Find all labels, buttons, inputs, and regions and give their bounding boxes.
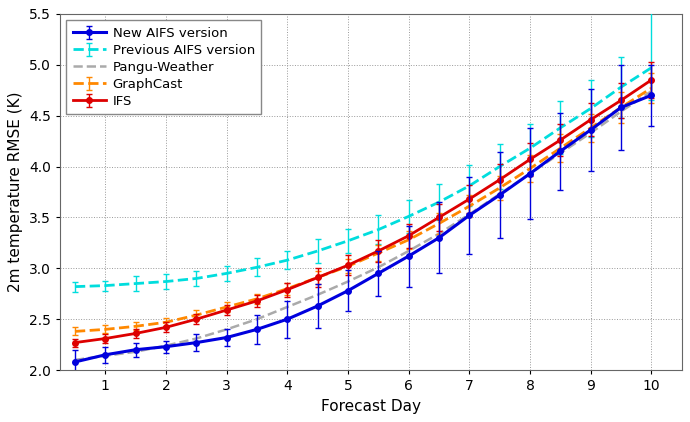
Pangu-Weather xyxy=(435,231,443,236)
Pangu-Weather xyxy=(253,316,261,322)
Pangu-Weather xyxy=(313,292,322,297)
Pangu-Weather xyxy=(586,130,595,135)
Pangu-Weather xyxy=(222,327,230,332)
Y-axis label: 2m temperature RMSE (K): 2m temperature RMSE (K) xyxy=(8,92,23,292)
Pangu-Weather xyxy=(556,151,564,156)
Pangu-Weather xyxy=(526,171,534,176)
Pangu-Weather xyxy=(71,357,79,362)
X-axis label: Forecast Day: Forecast Day xyxy=(321,399,421,414)
Pangu-Weather xyxy=(192,336,200,341)
Pangu-Weather xyxy=(374,265,382,270)
Pangu-Weather xyxy=(162,343,170,348)
Legend: New AIFS version, Previous AIFS version, Pangu-Weather, GraphCast, IFS: New AIFS version, Previous AIFS version,… xyxy=(66,20,262,114)
Pangu-Weather xyxy=(101,353,110,358)
Pangu-Weather xyxy=(617,109,625,114)
Pangu-Weather xyxy=(132,349,140,354)
Pangu-Weather xyxy=(344,279,352,284)
Pangu-Weather xyxy=(283,304,291,309)
Pangu-Weather xyxy=(465,212,473,217)
Pangu-Weather xyxy=(495,192,504,197)
Pangu-Weather xyxy=(647,89,655,94)
Pangu-Weather xyxy=(404,249,413,254)
Line: Pangu-Weather: Pangu-Weather xyxy=(75,91,651,360)
